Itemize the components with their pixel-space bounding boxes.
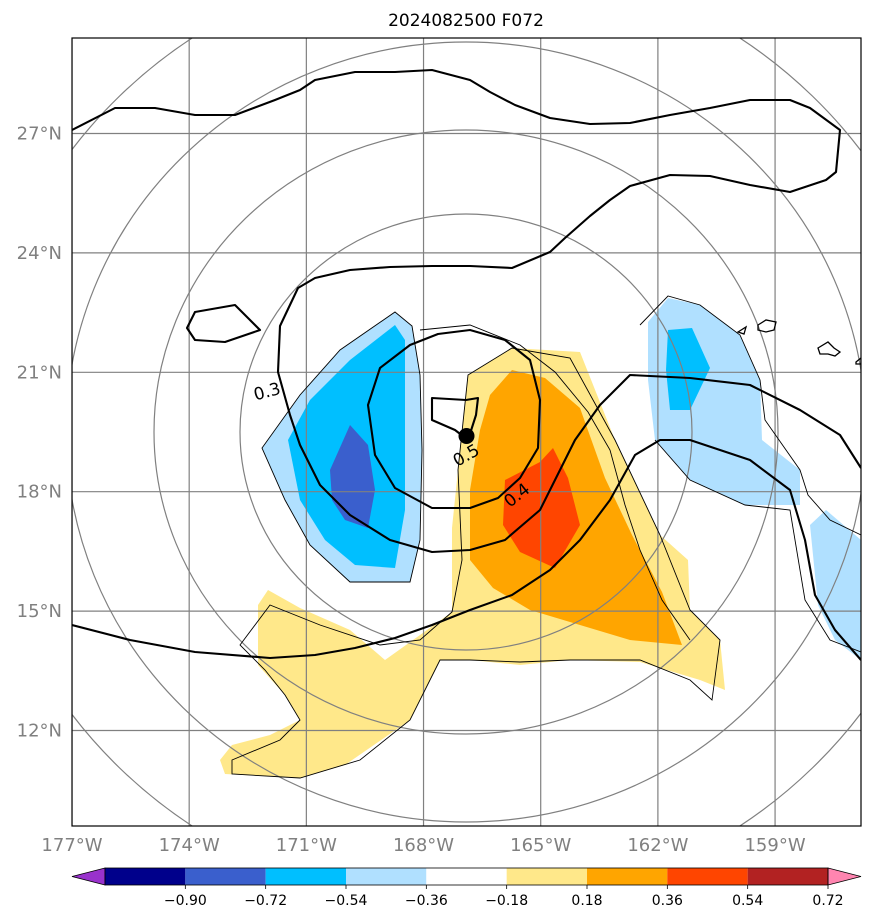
thin-outline-contours [231, 295, 861, 779]
graticule [72, 38, 861, 826]
colorbar-extend-high [827, 867, 862, 886]
lon-tick-label: 162°W [627, 835, 688, 856]
thin-contour-east [639, 295, 861, 536]
lat-tick-label: 18°N [17, 482, 62, 503]
colorbar-segment [506, 868, 587, 885]
island-maui-molokai [817, 341, 842, 357]
colorbar-level-label: −0.36 [405, 893, 448, 909]
island-oahu [757, 319, 777, 333]
colorbar-level-label: −0.72 [244, 893, 287, 909]
colorbar-level-label: −0.18 [485, 893, 528, 909]
colorbar-segment [346, 868, 427, 885]
lat-tick-label: 15°N [17, 601, 62, 622]
shade-blue-core [330, 425, 375, 528]
island-niihau-kauai-west [736, 325, 748, 335]
lon-tick-label: 159°W [744, 835, 805, 856]
contour-south [72, 438, 861, 661]
contour-small-west [185, 303, 262, 344]
thin-contour-inner [419, 324, 691, 641]
lon-tick-label: 168°W [393, 835, 454, 856]
lat-tick-label: 12°N [17, 720, 62, 741]
range-ring-1 [239, 213, 693, 651]
shade-cyan-east [666, 328, 710, 410]
lon-tick-label: 171°W [276, 835, 337, 856]
colorbar-level-label: 0.36 [652, 893, 683, 909]
contour-inner-loop [430, 396, 480, 442]
thin-contour-southwest [231, 347, 721, 779]
bold-contours [72, 68, 861, 661]
colorbar-level-label: −0.90 [164, 893, 207, 909]
storm-center-marker [458, 427, 475, 444]
thin-contour-east-lower [654, 439, 861, 653]
axis-tick-labels: 177°W 174°W 171°W 168°W 165°W 162°W 159°W 12°N 1… [17, 124, 806, 856]
lon-tick-label: 174°W [159, 835, 220, 856]
lat-tick-label: 27°N [17, 124, 62, 145]
shade-orange-field [470, 370, 682, 645]
range-ring-2 [153, 129, 779, 735]
thin-contour-west [261, 311, 423, 583]
colorbar-frame [104, 867, 829, 886]
range-ring-3 [72, 41, 861, 823]
island-hawaii-edge [855, 357, 861, 365]
contour-north [72, 68, 861, 554]
lon-tick-label: 177°W [41, 835, 102, 856]
colorbar-segment [426, 868, 507, 885]
colorbar-level-label: 0.72 [812, 893, 843, 909]
colorbar-extend-low [71, 867, 106, 886]
colorbar-segment [265, 868, 346, 885]
colorbar: −0.90 −0.72 −0.54 −0.36 −0.18 0.18 0.36 0.54 0.7… [71, 867, 862, 909]
lat-tick-label: 24°N [17, 243, 62, 264]
colorbar-segment [587, 868, 668, 885]
colorbar-segment [105, 868, 186, 885]
colorbar-level-label: 0.18 [571, 893, 602, 909]
negative-anomaly-fields [262, 298, 861, 660]
coastlines [736, 319, 861, 365]
contour-label: 0.3 [252, 379, 283, 405]
lat-tick-label: 21°N [17, 362, 62, 383]
colorbar-segment [667, 868, 748, 885]
lon-tick-label: 165°W [510, 835, 571, 856]
contour-middle-loop [366, 328, 542, 510]
plot-frame [71, 37, 862, 827]
colorbar-segment [747, 868, 828, 885]
colorbar-level-label: 0.54 [732, 893, 763, 909]
colorbar-level-label: −0.54 [325, 893, 368, 909]
figure-title: 2024082500 F072 [388, 11, 544, 31]
shade-light-blue-southeast [810, 510, 861, 660]
colorbar-segment [185, 868, 266, 885]
